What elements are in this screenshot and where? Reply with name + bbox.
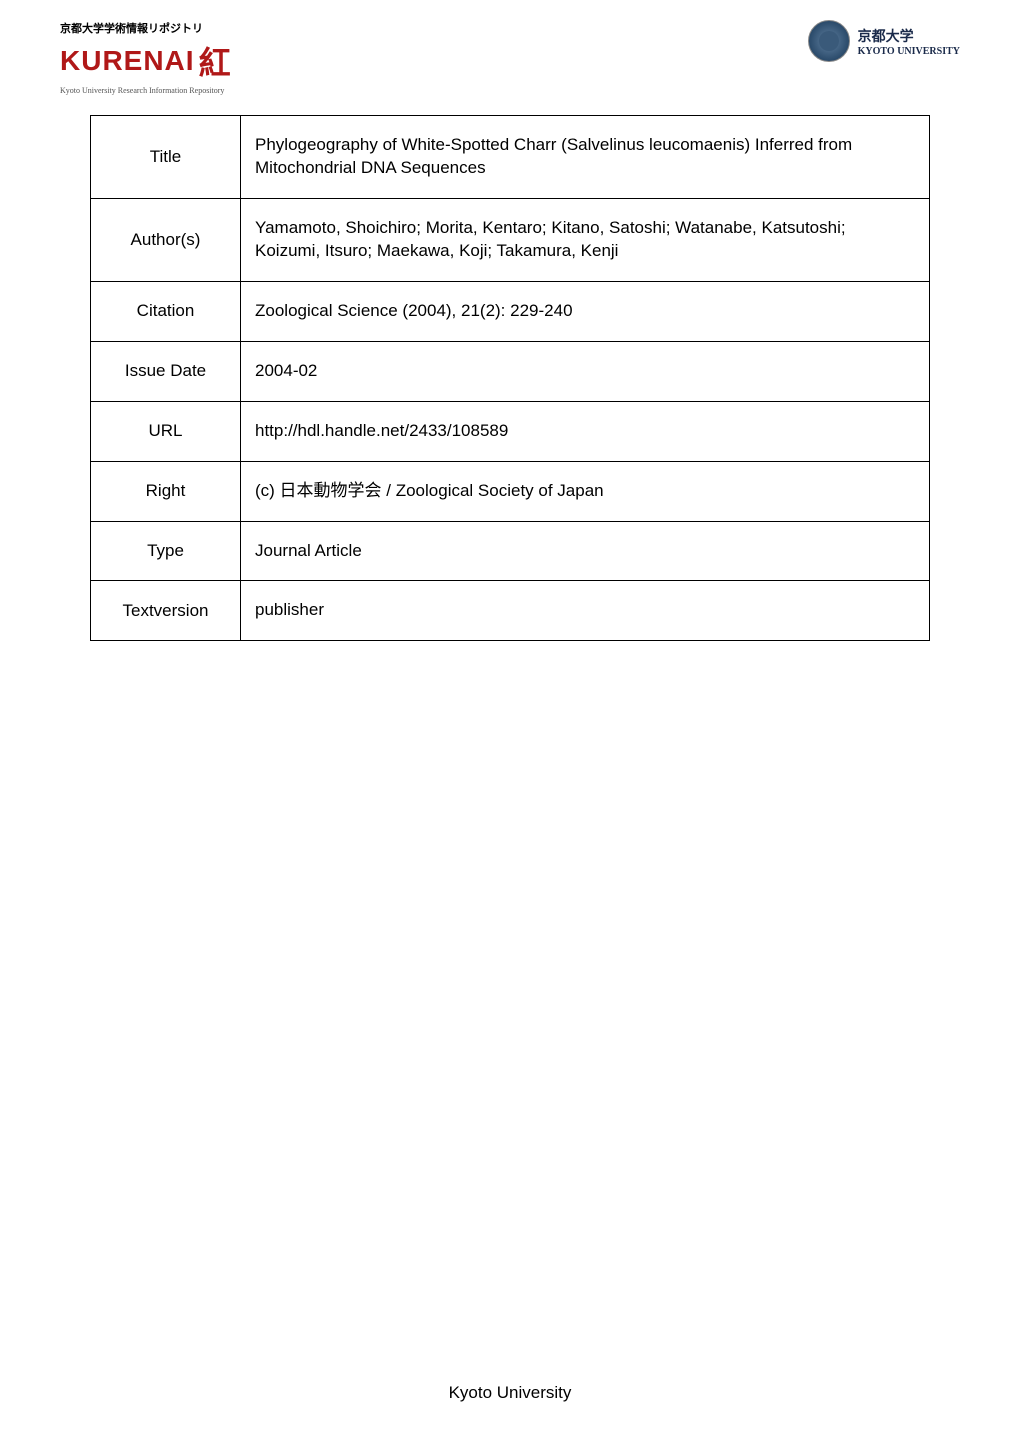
value-title: Phylogeography of White-Spotted Charr (S… (241, 116, 930, 199)
value-right: (c) 日本動物学会 / Zoological Society of Japan (241, 461, 930, 521)
label-authors: Author(s) (91, 198, 241, 281)
logo-subtitle: Kyoto University Research Information Re… (60, 86, 224, 95)
value-issue-date: 2004-02 (241, 341, 930, 401)
kurenai-kanji: 紅 (199, 38, 231, 84)
value-url: http://hdl.handle.net/2433/108589 (241, 401, 930, 461)
label-issue-date: Issue Date (91, 341, 241, 401)
label-citation: Citation (91, 281, 241, 341)
page-header: 京都大学学術情報リポジトリ KURENAI 紅 Kyoto University… (0, 0, 1020, 105)
value-type: Journal Article (241, 521, 930, 581)
logo-top-japanese: 京都大学学術情報リポジトリ (60, 20, 203, 36)
label-textversion: Textversion (91, 581, 241, 641)
value-citation: Zoological Science (2004), 21(2): 229-24… (241, 281, 930, 341)
table-row: Title Phylogeography of White-Spotted Ch… (91, 116, 930, 199)
value-authors: Yamamoto, Shoichiro; Morita, Kentaro; Ki… (241, 198, 930, 281)
kyoto-name-japanese: 京都大学 (858, 26, 960, 46)
label-type: Type (91, 521, 241, 581)
kyoto-university-logo: 京都大学 KYOTO UNIVERSITY (808, 20, 960, 62)
metadata-table: Title Phylogeography of White-Spotted Ch… (90, 115, 930, 641)
table-row: Textversion publisher (91, 581, 930, 641)
kyoto-name-english: KYOTO UNIVERSITY (858, 46, 960, 57)
page-footer: Kyoto University (0, 1383, 1020, 1403)
table-row: Author(s) Yamamoto, Shoichiro; Morita, K… (91, 198, 930, 281)
table-row: Issue Date 2004-02 (91, 341, 930, 401)
label-right: Right (91, 461, 241, 521)
kurenai-text: KURENAI (60, 45, 195, 77)
kurenai-wordmark: KURENAI 紅 (60, 38, 231, 84)
value-textversion: publisher (241, 581, 930, 641)
kyoto-seal-icon (808, 20, 850, 62)
table-row: URL http://hdl.handle.net/2433/108589 (91, 401, 930, 461)
kurenai-logo: 京都大学学術情報リポジトリ KURENAI 紅 Kyoto University… (60, 20, 231, 95)
table-row: Citation Zoological Science (2004), 21(2… (91, 281, 930, 341)
table-row: Type Journal Article (91, 521, 930, 581)
table-row: Right (c) 日本動物学会 / Zoological Society of… (91, 461, 930, 521)
label-title: Title (91, 116, 241, 199)
label-url: URL (91, 401, 241, 461)
kyoto-text-block: 京都大学 KYOTO UNIVERSITY (858, 26, 960, 57)
